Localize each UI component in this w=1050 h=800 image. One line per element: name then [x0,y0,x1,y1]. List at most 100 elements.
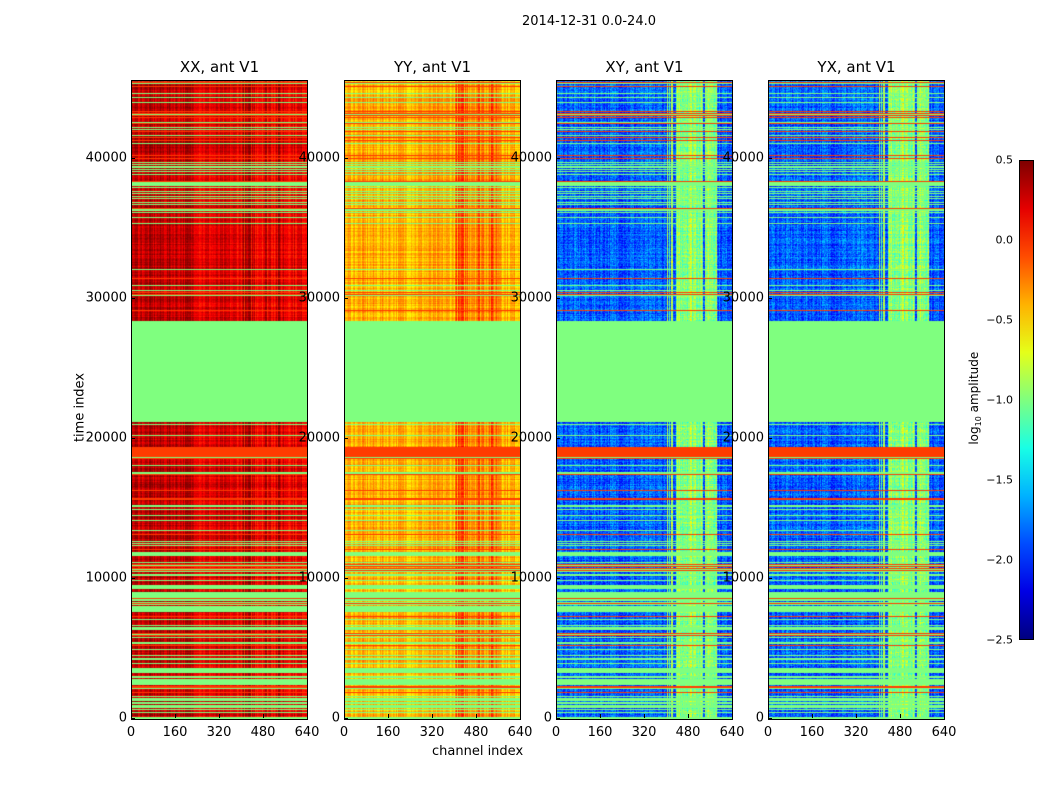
colorbar-tick-label: −1.0 [986,393,1013,407]
y-tick-label: 30000 [510,290,552,306]
x-tick-label: 640 [931,725,957,740]
y-tick-mark [131,578,135,580]
x-tick-mark [732,714,733,718]
heatmap-panel: XX, ant V1 0 10000 20000 30000 40000 0 160 320 48… [86,58,320,740]
colorbar-tick-label: −2.0 [986,553,1013,567]
y-tick-label: 0 [543,710,552,726]
y-tick-label: 0 [118,710,127,726]
y-tick-label: 40000 [298,150,340,166]
heatmap-image [131,80,308,720]
x-tick-label: 160 [799,725,825,740]
x-tick-label: 480 [250,725,276,740]
y-tick-label: 0 [755,710,764,726]
y-tick-label: 0 [331,710,340,726]
x-axis-label: channel index [432,744,524,759]
x-tick-label: 320 [843,725,869,740]
x-tick-mark [388,714,389,718]
heatmap-panel: XY, ant V1 0 10000 20000 30000 40000 0 160 320 48… [511,58,745,740]
colorbar-label: log10 amplitude [966,351,984,445]
y-tick-label: 30000 [85,290,127,306]
colorbar-tick-label: 0.0 [995,233,1014,247]
y-tick-mark [768,158,772,160]
x-tick-label: 640 [719,725,745,740]
x-tick-label: 160 [587,725,613,740]
y-tick-mark [768,298,772,300]
x-tick-mark [556,714,557,718]
x-tick-mark [219,714,220,718]
x-tick-mark [175,714,176,718]
x-tick-mark [520,714,521,718]
panel-title: XY, ant V1 [605,58,684,76]
x-tick-mark [263,714,264,718]
colorbar-tick-label: −1.5 [986,473,1013,487]
x-tick-mark [307,714,308,718]
x-tick-mark [812,714,813,718]
axes-frame [344,80,521,720]
y-tick-mark [556,718,560,719]
x-tick-label: 160 [375,725,401,740]
y-tick-mark [344,438,348,440]
y-axis-label: time index [72,372,88,443]
y-tick-mark [344,578,348,580]
x-tick-mark [432,714,433,718]
y-tick-mark [556,438,560,440]
x-tick-label: 0 [551,725,561,740]
figure-title: 2014-12-31 0.0-24.0 [522,14,656,29]
x-tick-mark [944,714,945,718]
y-tick-mark [131,298,135,300]
x-tick-mark [768,714,769,718]
x-tick-mark [900,714,901,718]
colorbar-tick-label: −0.5 [986,313,1013,327]
y-tick-label: 10000 [85,570,127,586]
y-tick-label: 40000 [722,150,764,166]
axes-frame [768,80,945,720]
heatmap-image [344,80,521,720]
x-tick-label: 480 [463,725,489,740]
x-tick-label: 0 [763,725,773,740]
colorbar-tick-label: 0.5 [995,153,1014,167]
y-tick-mark [556,578,560,580]
y-tick-label: 10000 [722,570,764,586]
colorbar-tick-label: −2.5 [986,633,1013,647]
y-tick-mark [768,718,772,719]
y-tick-mark [131,718,135,719]
panel-title: YX, ant V1 [817,58,896,76]
panel-title: YY, ant V1 [393,58,471,76]
y-tick-mark [131,158,135,160]
panel-title: XX, ant V1 [179,58,260,76]
x-tick-mark [856,714,857,718]
heatmap-image [768,80,945,720]
colorbar [1019,160,1034,640]
x-tick-mark [344,714,345,718]
y-tick-mark [768,578,772,580]
x-tick-label: 480 [887,725,913,740]
x-tick-label: 320 [206,725,232,740]
x-tick-label: 0 [126,725,136,740]
y-tick-label: 10000 [510,570,552,586]
y-tick-label: 40000 [85,150,127,166]
y-tick-label: 20000 [85,430,127,446]
heatmap-panel: YX, ant V1 0 10000 20000 30000 40000 0 160 320 48… [723,58,957,740]
x-tick-label: 640 [294,725,320,740]
heatmap-image [556,80,733,720]
y-tick-mark [344,298,348,300]
y-tick-label: 20000 [722,430,764,446]
y-tick-mark [131,438,135,440]
y-tick-label: 40000 [510,150,552,166]
x-tick-label: 480 [675,725,701,740]
y-tick-mark [344,718,348,719]
x-tick-mark [476,714,477,718]
x-tick-label: 0 [339,725,349,740]
y-tick-mark [556,298,560,300]
y-tick-mark [344,158,348,160]
x-tick-label: 320 [419,725,445,740]
y-tick-label: 30000 [298,290,340,306]
x-tick-label: 320 [631,725,657,740]
y-tick-mark [556,158,560,160]
y-tick-label: 30000 [722,290,764,306]
y-tick-mark [768,438,772,440]
y-tick-label: 20000 [510,430,552,446]
x-tick-mark [600,714,601,718]
x-tick-label: 160 [162,725,188,740]
